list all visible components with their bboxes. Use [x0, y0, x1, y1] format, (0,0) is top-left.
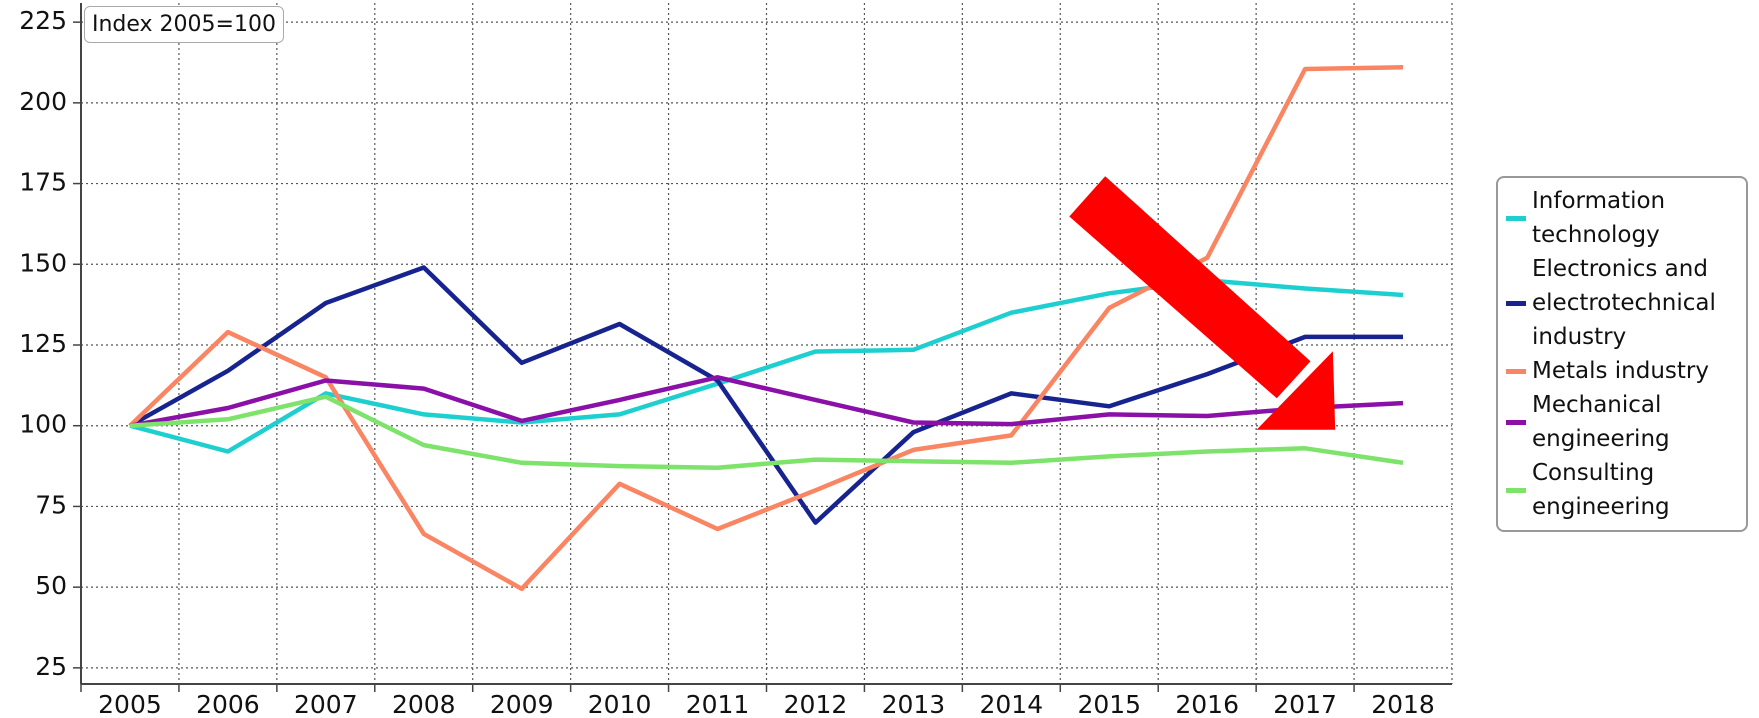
- legend-item: Electronics and electrotechnical industr…: [1498, 252, 1746, 354]
- x-tick-label: 2016: [1175, 690, 1239, 718]
- legend-swatch: [1506, 487, 1526, 493]
- y-tick-label: 50: [35, 571, 67, 600]
- legend-label: Metals industry: [1532, 358, 1710, 384]
- y-tick-label: 225: [19, 6, 67, 35]
- legend-item: Mechanical engineering: [1498, 388, 1746, 456]
- x-tick-label: 2007: [294, 690, 358, 718]
- legend: Information technology Electronics and el…: [1496, 176, 1748, 532]
- legend-swatch: [1506, 215, 1526, 221]
- legend-swatch: [1506, 368, 1526, 374]
- arrow-head: [1256, 351, 1336, 430]
- legend-item: Information technology: [1498, 184, 1746, 252]
- arrow-shaft: [1069, 176, 1311, 399]
- legend-item: Metals industry: [1498, 354, 1746, 388]
- legend-item: Consulting engineering: [1498, 456, 1746, 524]
- x-tick-label: 2013: [882, 690, 946, 718]
- x-tick-label: 2010: [588, 690, 652, 718]
- x-tick-label: 2017: [1273, 690, 1337, 718]
- legend-label: Electronics and electrotechnical industr…: [1532, 256, 1716, 350]
- y-tick-label: 150: [19, 248, 67, 277]
- x-tick-label: 2011: [686, 690, 750, 718]
- x-tick-label: 2014: [980, 690, 1044, 718]
- y-tick-label: 100: [19, 410, 67, 439]
- x-tick-label: 2009: [490, 690, 554, 718]
- annotation: Index 2005=100: [84, 6, 284, 43]
- y-tick-label: 25: [35, 652, 67, 681]
- legend-label: Information technology: [1532, 188, 1666, 248]
- series-line: [129, 375, 1404, 428]
- legend-swatch: [1506, 300, 1526, 306]
- x-tick-label: 2008: [392, 690, 456, 718]
- x-tick-label: 2005: [98, 690, 162, 718]
- y-tick-label: 75: [35, 490, 67, 519]
- x-tick-label: 2015: [1077, 690, 1141, 718]
- y-tick-label: 125: [19, 329, 67, 358]
- x-tick-label: 2006: [196, 690, 260, 718]
- legend-swatch: [1506, 419, 1526, 425]
- legend-label: Consulting engineering: [1532, 460, 1670, 520]
- y-tick-label: 200: [19, 87, 67, 116]
- x-tick-label: 2012: [784, 690, 848, 718]
- y-tick-label: 175: [19, 168, 67, 197]
- series-line: [129, 394, 1404, 470]
- legend-label: Mechanical engineering: [1532, 392, 1670, 452]
- x-tick-label: 2018: [1371, 690, 1435, 718]
- series-line: [128, 265, 1403, 525]
